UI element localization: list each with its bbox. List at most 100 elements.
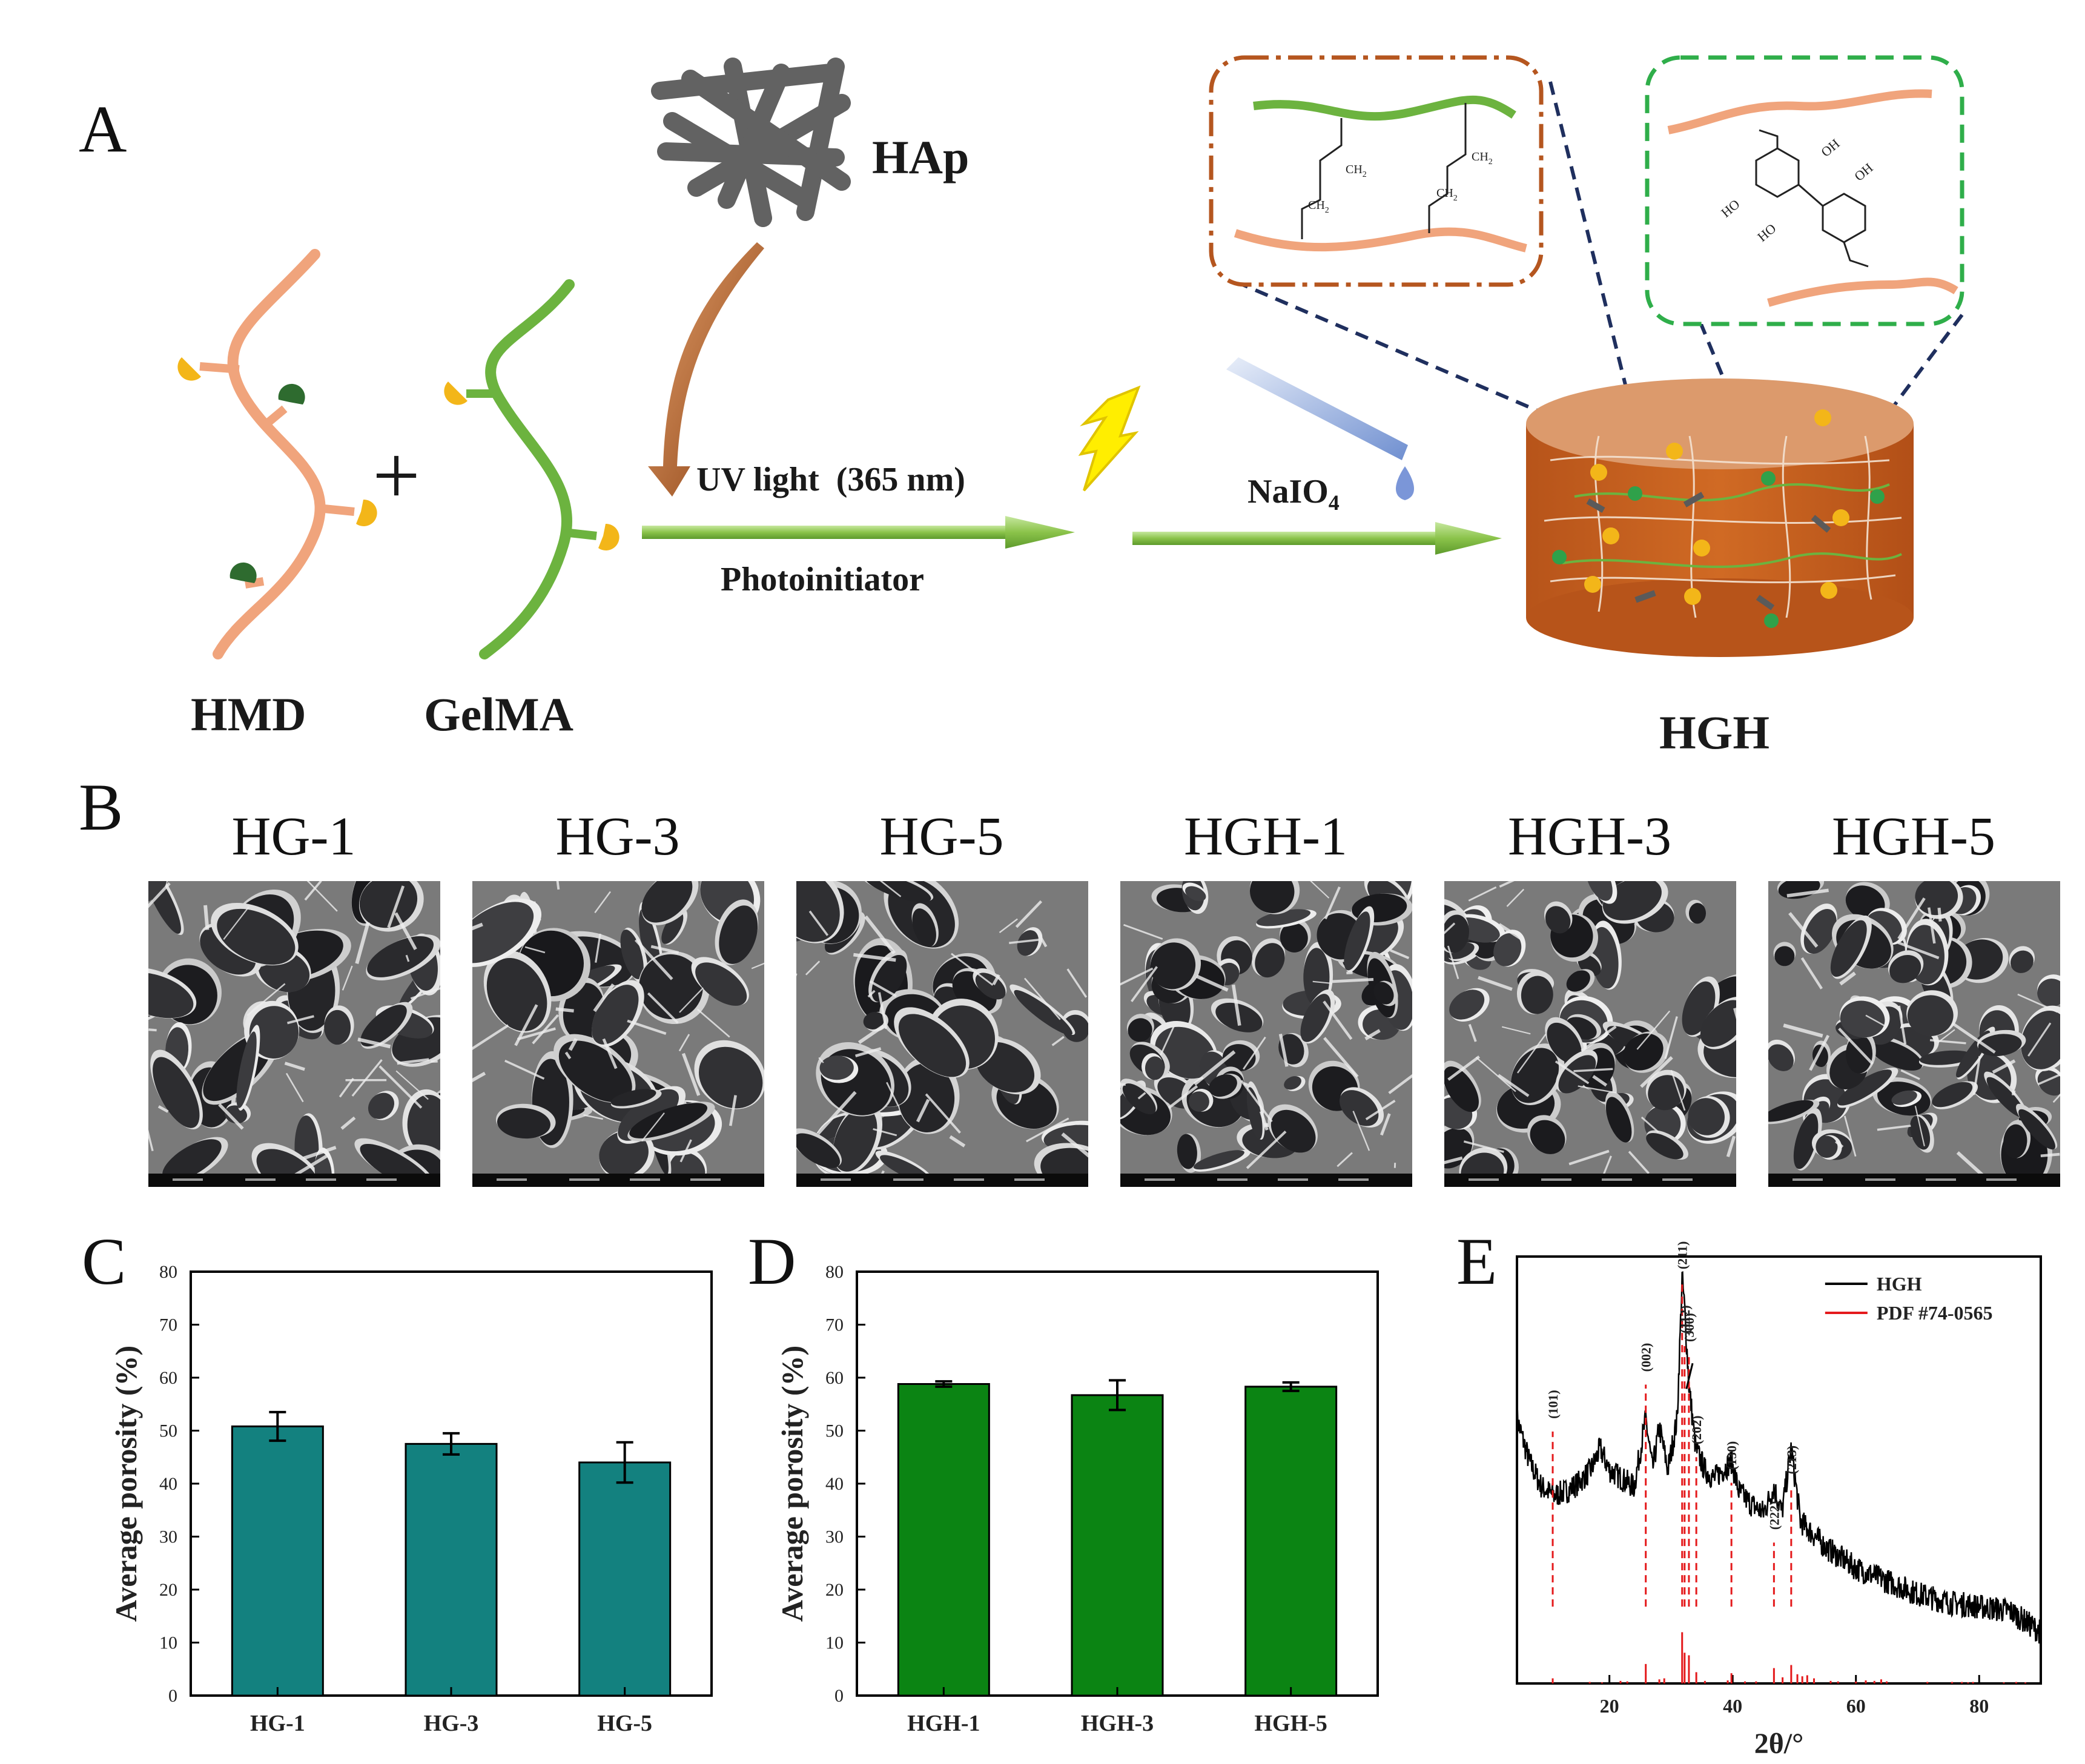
bar-hgh-3 (1071, 1394, 1164, 1697)
y-tick-label: 50 (825, 1421, 844, 1441)
panel-label-a: A (79, 92, 127, 166)
y-axis-label: Average porosity (%) (109, 1346, 143, 1622)
process-arrow-2 (1132, 522, 1502, 555)
x-tick-label: HG-3 (424, 1711, 479, 1736)
annotation-label: (002) (1639, 1343, 1654, 1372)
sem-image-hgh-5 (1768, 881, 2060, 1187)
annotation-label: (222) (1766, 1501, 1782, 1530)
sem-label-1: HG-1 (231, 807, 356, 867)
svg-text:CH2: CH2 (1436, 187, 1458, 203)
chart-c-porosity-hg: 0 10 20 30 40 50 60 70 80 Average porosity (%) HG-… (109, 1262, 713, 1736)
sem-image-hg-5 (796, 881, 1088, 1187)
panel-label-b: B (79, 770, 124, 844)
panel-label-e: E (1456, 1224, 1498, 1298)
bar-hgh-5 (1244, 1386, 1338, 1697)
gelma-label: GelMA (424, 688, 573, 741)
x-tick-label: HG-1 (250, 1711, 305, 1736)
catechol-zoom-box: OH OH HO HO (1645, 55, 1964, 326)
annotation-label: (300) (1682, 1313, 1697, 1342)
plus-sign: + (372, 429, 420, 523)
crosslink-zoom-box: CH2 CH2 CH2 CH2 (1209, 55, 1544, 287)
sem-texture (1768, 881, 2060, 1187)
svg-text:CH2: CH2 (1472, 150, 1493, 167)
annotation-label: (213) (1784, 1445, 1799, 1475)
naio4-label: NaIO4 (1247, 473, 1340, 515)
sem-label-5: HGH-3 (1508, 807, 1671, 867)
annotation-label: (211) (1675, 1241, 1690, 1269)
y-tick-label: 80 (159, 1262, 177, 1282)
annotation-label: (101) (1545, 1390, 1561, 1419)
bar-hg-3 (405, 1442, 498, 1697)
hgh-label: HGH (1659, 706, 1770, 759)
chart-d-porosity-hgh: 0 10 20 30 40 50 60 70 80 Average porosity (%) HGH… (775, 1262, 1379, 1736)
x-tick-label: HGH-5 (1255, 1711, 1327, 1736)
sem-image-hgh-1 (1120, 881, 1412, 1187)
annotation-label: (202) (1689, 1416, 1704, 1445)
bar-hg-1 (231, 1425, 324, 1697)
sem-image-hg-3 (472, 881, 764, 1187)
bar-hgh-1 (897, 1383, 990, 1697)
y-tick-label: 20 (159, 1580, 177, 1600)
y-tick-label: 0 (168, 1686, 177, 1706)
sem-label-4: HGH-1 (1184, 807, 1347, 867)
x-tick-label: 40 (1723, 1695, 1742, 1717)
hgh-hydrogel-icon (1526, 378, 1914, 657)
sem-image-hgh-3 (1444, 881, 1736, 1187)
sem-label-2: HG-3 (555, 807, 680, 867)
sem-databar (148, 1174, 440, 1187)
x-tick-label: HGH-3 (1081, 1711, 1154, 1736)
sem-texture (1444, 881, 1736, 1187)
annotation-label: (112) (1677, 1305, 1693, 1333)
plot-frame (1516, 1255, 2042, 1685)
sem-texture (1120, 881, 1412, 1187)
sem-databar (1444, 1174, 1736, 1187)
y-tick-label: 30 (825, 1527, 844, 1547)
svg-text:CH2: CH2 (1346, 163, 1367, 179)
panel-label-c: C (82, 1224, 127, 1298)
y-tick-label: 80 (825, 1262, 844, 1282)
pipette-icon (1226, 357, 1414, 500)
scheme-graphic: CH2 CH2 CH2 CH2 OH OH HO HO (177, 55, 1964, 659)
y-tick-label: 20 (825, 1580, 844, 1600)
hap-label: HAp (872, 131, 970, 183)
x-tick-label: HG-5 (597, 1711, 652, 1736)
legend-label: PDF #74-0565 (1877, 1302, 1993, 1324)
hmd-chain-icon (177, 249, 377, 659)
y-tick-label: 60 (159, 1368, 177, 1388)
y-tick-label: 10 (159, 1633, 177, 1653)
sem-label-6: HGH-5 (1832, 807, 1995, 867)
panel-label-d: D (748, 1224, 796, 1298)
x-tick-label: HGH-1 (907, 1711, 980, 1736)
y-tick-label: 40 (159, 1474, 177, 1494)
y-tick-label: 70 (159, 1315, 177, 1335)
hap-rods-icon (651, 58, 851, 227)
gelma-chain-icon (444, 279, 620, 659)
y-tick-label: 60 (825, 1368, 844, 1388)
x-tick-label: 60 (1846, 1695, 1866, 1717)
x-axis-label: 2θ/° (1754, 1728, 1804, 1760)
y-tick-label: 30 (159, 1527, 177, 1547)
sem-databar (1120, 1174, 1412, 1187)
y-tick-label: 50 (159, 1421, 177, 1441)
sem-texture (148, 881, 440, 1187)
bar-hg-5 (578, 1461, 672, 1697)
sem-databar (1768, 1174, 2060, 1187)
hap-addition-arrow (648, 242, 764, 497)
chart-e-xrd: 20 40 60 80 2θ/° (101) (002) (211) (112)(300) (20… (1516, 1241, 2042, 1760)
y-tick-label: 70 (825, 1315, 844, 1335)
annotation-label: (130) (1724, 1441, 1739, 1470)
sem-texture (796, 881, 1088, 1187)
sem-image-hg-1 (148, 881, 440, 1187)
svg-text:CH2: CH2 (1308, 199, 1329, 215)
process-arrow-1 (642, 516, 1075, 549)
y-tick-label: 0 (834, 1686, 844, 1706)
hmd-label: HMD (191, 688, 306, 741)
legend-label: HGH (1877, 1273, 1922, 1295)
sem-texture (472, 881, 764, 1187)
annotation-pointer (1685, 1363, 1694, 1389)
sem-databar (472, 1174, 764, 1187)
x-tick-label: 80 (1969, 1695, 1989, 1717)
y-tick-label: 40 (825, 1474, 844, 1494)
lightning-icon (1078, 385, 1141, 492)
